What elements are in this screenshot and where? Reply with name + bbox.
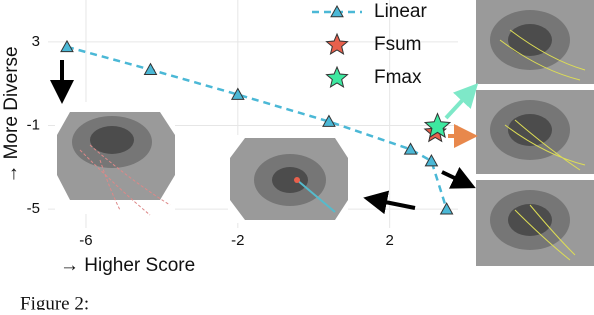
inset-image bbox=[476, 0, 594, 84]
y-tick-label: -1 bbox=[27, 116, 40, 133]
arrow bbox=[444, 83, 479, 120]
plot bbox=[60, 39, 454, 215]
arrow bbox=[363, 190, 416, 215]
y-tick-label: 3 bbox=[32, 33, 40, 50]
inset-image bbox=[55, 102, 175, 216]
triangle-marker bbox=[143, 62, 158, 75]
y-tick-label: -5 bbox=[27, 200, 40, 217]
triangle-marker bbox=[60, 39, 74, 53]
legend-label: Linear bbox=[374, 1, 427, 22]
legend-label: Fsum bbox=[374, 34, 422, 55]
insets bbox=[55, 0, 594, 266]
legend-marker bbox=[330, 4, 344, 18]
caption: Figure 2: bbox=[20, 293, 89, 310]
legend-marker bbox=[325, 65, 349, 88]
triangle-marker bbox=[403, 142, 418, 155]
inset-image bbox=[228, 135, 348, 223]
legend-label: Fmax bbox=[374, 67, 422, 88]
legend: Linear Fsum Fmax bbox=[312, 1, 427, 88]
x-tick-label: -2 bbox=[231, 232, 244, 249]
y-axis-label: → More Diverse bbox=[1, 46, 22, 183]
arrows bbox=[50, 60, 479, 215]
triangle-marker bbox=[439, 202, 454, 215]
inset-image bbox=[476, 90, 594, 174]
x-tick-label: 2 bbox=[385, 232, 393, 249]
arrow bbox=[441, 166, 476, 189]
triangle-marker bbox=[230, 87, 245, 100]
x-tick-label: -6 bbox=[79, 232, 92, 249]
triangle-marker bbox=[424, 154, 439, 167]
triangle-marker bbox=[322, 114, 336, 127]
x-axis-label: → Higher Score bbox=[60, 255, 195, 276]
inset-image bbox=[476, 180, 594, 266]
legend-marker bbox=[325, 32, 349, 55]
star-marker bbox=[423, 112, 452, 139]
